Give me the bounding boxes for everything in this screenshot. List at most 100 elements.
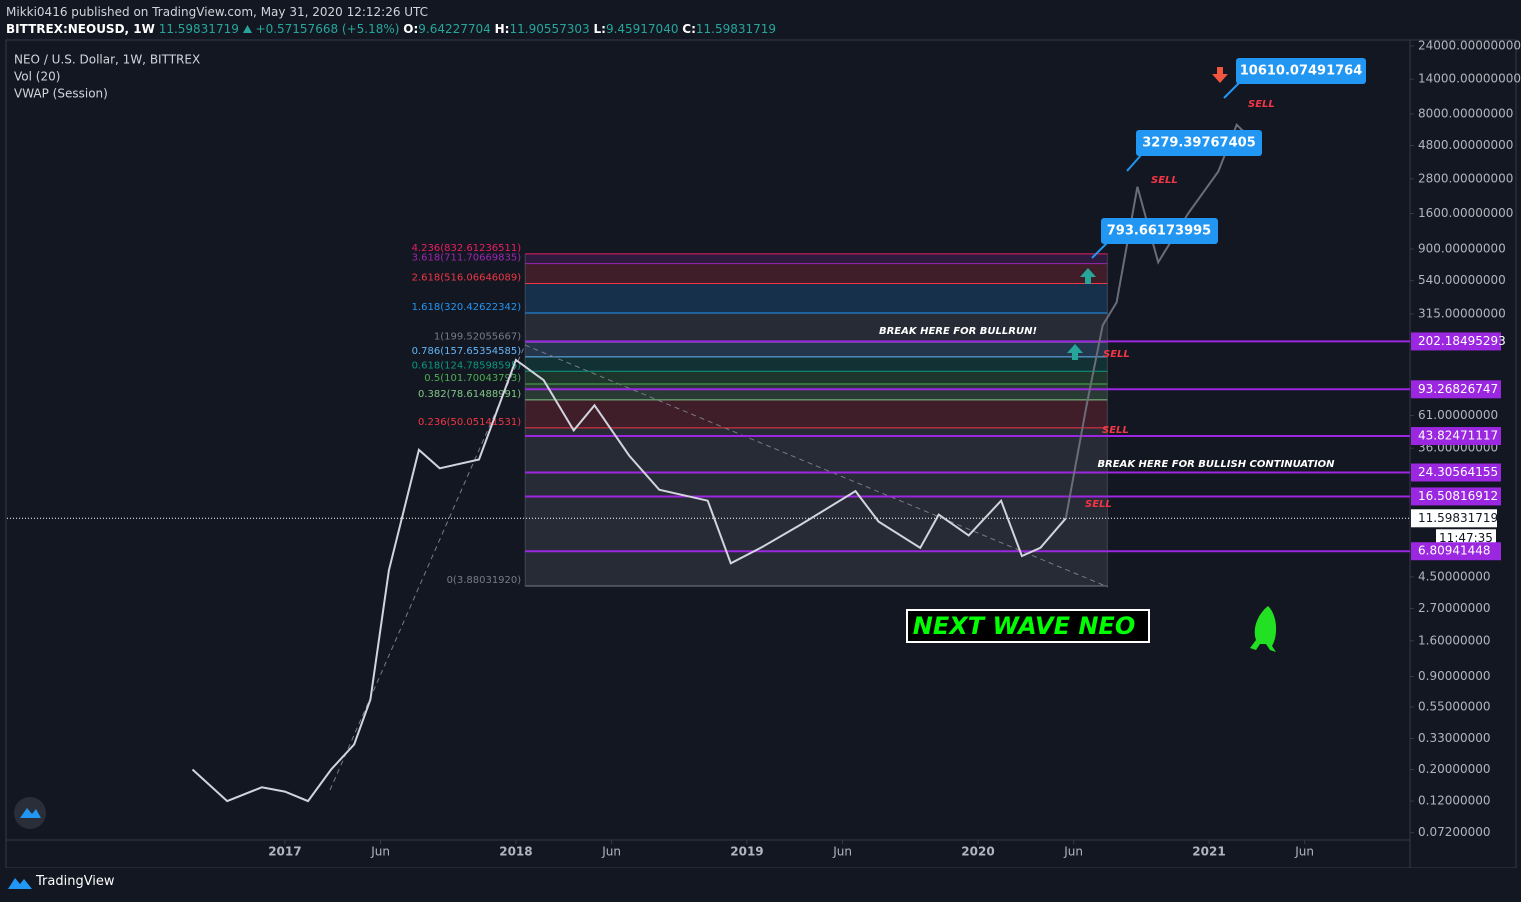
annotation: NEXT WAVE NEO [913, 612, 1135, 640]
fib-label: 1(199.52055667) [434, 331, 521, 342]
level-label: 202.18495293 [1418, 334, 1506, 348]
y-tick-label: 2800.00000000 [1418, 171, 1513, 185]
callout-box [1136, 130, 1262, 156]
current-price-box [1411, 509, 1497, 528]
x-tick-label: Jun [1294, 845, 1314, 859]
fib-zone [525, 356, 1108, 372]
x-tick-label: Jun [601, 845, 621, 859]
indicator: Vol (20) [14, 70, 60, 84]
footer: TradingView [8, 874, 115, 889]
sell-label: SELL [1151, 175, 1178, 186]
level-label: 43.82471117 [1418, 429, 1498, 443]
header: Mikki0416 published on TradingView.com, … [6, 4, 776, 38]
fib-zone [525, 399, 1108, 428]
fib-label: 3.618(711.70669835) [412, 253, 522, 264]
callout-pointer [1223, 81, 1241, 99]
y-tick-label: 900.00000000 [1418, 242, 1506, 256]
sell-label: SELL [1103, 349, 1130, 360]
up-triangle [242, 25, 252, 33]
fib-label: 0.236(50.05141531) [418, 417, 521, 428]
callout: 3279.39767405 [1142, 136, 1255, 151]
fib-zone [525, 427, 1108, 587]
o-value: 9.64227704 [418, 22, 491, 36]
y-tick-label: 0.55000000 [1418, 699, 1491, 713]
y-tick-label: 315.00000000 [1418, 307, 1506, 321]
fib-label: 0.5(101.70043793) [424, 373, 521, 384]
annotation: BREAK HERE FOR BULLRUN! [879, 326, 1037, 337]
fib-label: 1.618(320.42622342) [412, 302, 522, 313]
c-value: 11.59831719 [695, 22, 777, 36]
countdown-box [1436, 529, 1496, 547]
chart-title: NEO / U.S. Dollar, 1W, BITTREX [14, 53, 200, 67]
y-tick-label: 540.00000000 [1418, 273, 1506, 287]
y-tick-label: 61.00000000 [1418, 408, 1498, 422]
level-box [1411, 487, 1501, 506]
y-tick-label: 0.12000000 [1418, 794, 1491, 808]
level-box [1411, 427, 1501, 446]
callout-box [1101, 218, 1218, 244]
fib-label: 0.618(124.78598595) [412, 360, 522, 371]
background-layer [524, 253, 1108, 587]
y-tick-label: 24000.00000000 [1418, 38, 1521, 52]
fib-zone [525, 283, 1108, 313]
fib-zone [525, 263, 1108, 284]
y-tick-label: 8000.00000000 [1418, 106, 1513, 120]
x-tick-label: 2017 [268, 845, 301, 859]
fib-label: 0(3.88031920) [447, 575, 522, 586]
last-price: 11.59831719 [158, 22, 239, 36]
level-box [1411, 332, 1501, 351]
annotation-box [906, 609, 1150, 643]
x-tick-label: Jun [1063, 845, 1083, 859]
chart-frame [5, 39, 1517, 868]
o-label: O: [403, 22, 419, 36]
h-label: H: [494, 22, 510, 36]
callout-pointer [1126, 153, 1143, 172]
quote-line: BITTREX:NEOUSD, 1W 11.59831719 +0.571576… [6, 21, 776, 38]
callout-box [1236, 58, 1366, 84]
rocket-icon [1250, 606, 1277, 652]
callout: 10610.07491764 [1240, 64, 1363, 79]
x-tick-label: Jun [832, 845, 852, 859]
up-arrow [1080, 268, 1096, 284]
y-tick-label: 14000.00000000 [1418, 72, 1521, 86]
fib-label: 4.236(832.61236511) [412, 243, 522, 254]
fib-zone [525, 383, 1108, 400]
sell-label: SELL [1085, 499, 1112, 510]
down-arrow [1212, 67, 1228, 83]
y-tick-label: 0.20000000 [1418, 762, 1491, 776]
callout: 793.66173995 [1107, 224, 1211, 239]
current-price-label: 11.59831719 [1418, 511, 1498, 525]
level-label: 16.50816912 [1418, 489, 1498, 503]
footer-logo [8, 877, 32, 889]
level-label: 6.80941448 [1418, 544, 1491, 558]
y-tick-label: 1600.00000000 [1418, 206, 1513, 220]
y-tick-label: 4.50000000 [1418, 569, 1491, 583]
fib-zone [525, 371, 1108, 384]
y-tick-label: 4800.00000000 [1418, 138, 1513, 152]
x-tick-label: 2021 [1192, 845, 1225, 859]
sell-label: SELL [1102, 425, 1129, 436]
ohlc: O:9.64227704 H:11.90557303 L:9.45917040 … [403, 22, 776, 36]
chart: 24000.00000000 14000.00000000 8000.0000000… [5, 38, 1521, 868]
change: +0.57157668 (+5.18%) [255, 22, 400, 36]
trend-line [524, 344, 1109, 588]
logo-mark [20, 808, 41, 818]
level-box [1411, 542, 1501, 561]
publisher: Mikki0416 published on TradingView.com, … [6, 5, 429, 19]
fib-zone [525, 312, 1108, 343]
fib-zone [525, 253, 1108, 264]
fib-label: 2.618(516.06646089) [412, 272, 522, 283]
fib-label: 0.786(157.65354585) [412, 346, 522, 357]
level-box [1411, 380, 1501, 399]
up-arrow [1067, 344, 1083, 360]
level-label: 93.26826747 [1418, 382, 1498, 396]
fib-zone [525, 342, 1108, 357]
annotation: BREAK HERE FOR BULLISH CONTINUATION [1097, 459, 1335, 470]
y-tick-label: 2.70000000 [1418, 601, 1491, 615]
callout-pointer [1091, 241, 1109, 259]
footer-brand: TradingView [36, 874, 115, 889]
level-label: 24.30564155 [1418, 465, 1498, 479]
y-tick-label: 1.60000000 [1418, 633, 1491, 647]
x-tick-label: 2018 [499, 845, 532, 859]
